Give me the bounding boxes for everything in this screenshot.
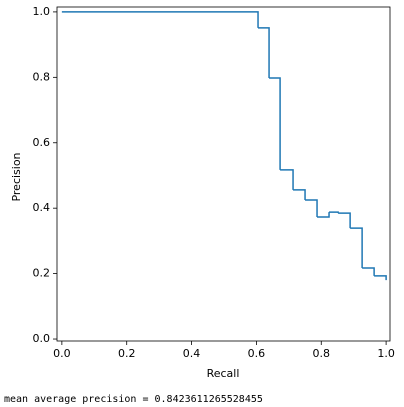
- pr-step: [317, 212, 330, 218]
- pr-step: [329, 211, 339, 214]
- annotation: mean average precision = 0.8423611265528…: [4, 394, 263, 405]
- x-tick-label: 0.2: [118, 347, 136, 360]
- x-tick-label: 0.4: [183, 347, 201, 360]
- x-tick-label: 1.0: [377, 347, 395, 360]
- y-tick-label: 0.0: [33, 332, 51, 345]
- pr-step: [280, 169, 294, 190]
- y-tick-label: 0.6: [33, 136, 51, 149]
- pr-step: [258, 27, 270, 78]
- pr-step: [374, 275, 387, 281]
- y-tick-label: 0.2: [33, 267, 51, 280]
- y-tick-label: 1.0: [33, 5, 51, 18]
- y-tick-label: 0.8: [33, 70, 51, 83]
- x-axis-label: Recall: [207, 367, 240, 380]
- pr-step: [305, 199, 318, 218]
- plot-frame: [56, 6, 391, 342]
- x-tick-label: 0.8: [313, 347, 331, 360]
- pr-step: [293, 189, 306, 201]
- x-tick-label: 0.6: [248, 347, 266, 360]
- y-axis-label: Precision: [10, 152, 23, 201]
- pr-step: [350, 227, 363, 269]
- pr-step: [61, 11, 259, 28]
- y-tick-label: 0.4: [33, 201, 51, 214]
- x-tick-label: 0.0: [53, 347, 71, 360]
- pr-step: [338, 212, 351, 229]
- pr-step: [362, 267, 375, 276]
- pr-step: [269, 77, 281, 170]
